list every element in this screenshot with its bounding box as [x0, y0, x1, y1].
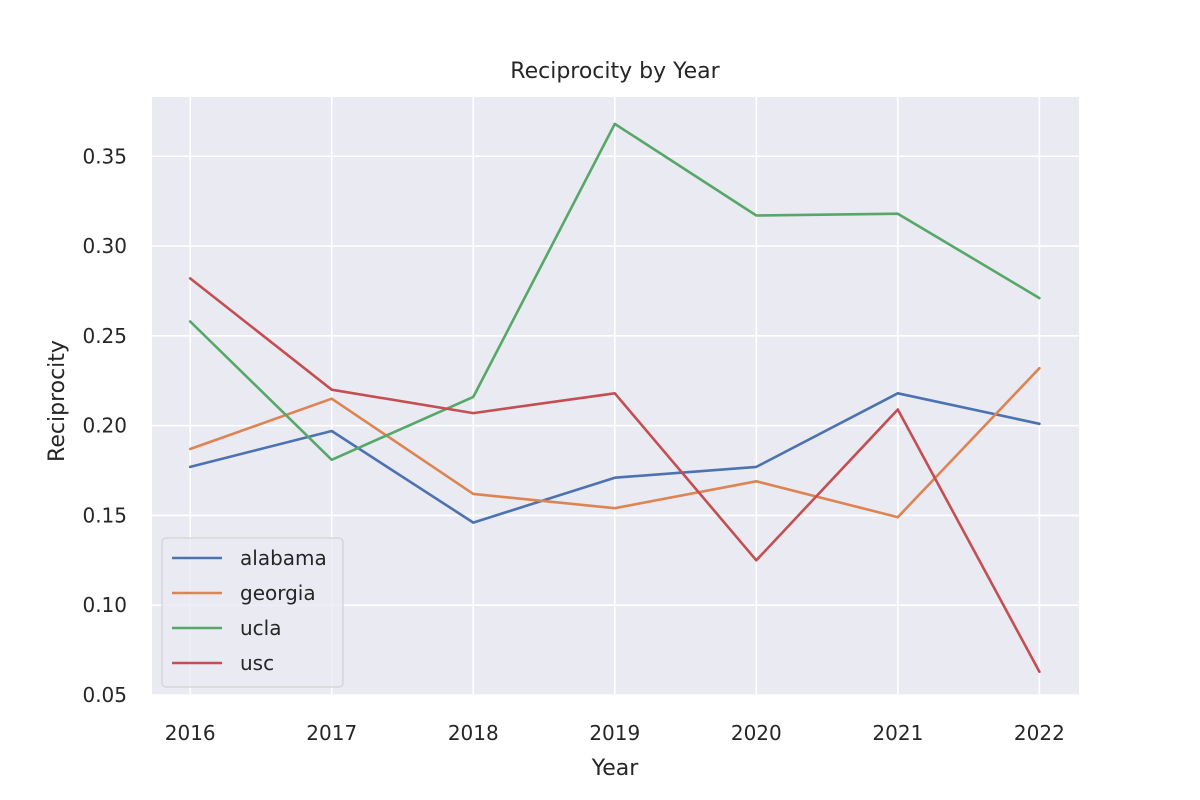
x-tick-label: 2020 — [731, 721, 782, 745]
legend: alabama georgia ucla usc — [161, 537, 344, 688]
y-tick-label: 0.15 — [82, 503, 127, 527]
x-tick-label: 2022 — [1014, 721, 1065, 745]
series-line-georgia — [188, 366, 1041, 519]
chart-title: Reciprocity by Year — [510, 59, 720, 84]
x-tick-labels: 2016 2017 2018 2019 2020 2021 2022 — [165, 721, 1065, 745]
x-tick-label: 2016 — [165, 721, 216, 745]
legend-box — [161, 537, 344, 688]
y-tick-label: 0.05 — [82, 683, 127, 707]
x-tick-label: 2021 — [872, 721, 923, 745]
y-tick-label: 0.10 — [82, 593, 127, 617]
series-lines — [188, 122, 1041, 674]
series-line-usc — [188, 277, 1041, 674]
legend-label-georgia: georgia — [240, 581, 316, 605]
legend-label-ucla: ucla — [240, 616, 281, 640]
y-tick-label: 0.25 — [82, 324, 127, 348]
y-tick-labels: 0.05 0.10 0.15 0.20 0.25 0.30 0.35 — [82, 144, 127, 707]
x-tick-label: 2017 — [306, 721, 357, 745]
y-tick-label: 0.20 — [82, 414, 127, 438]
x-axis-label: Year — [591, 756, 640, 781]
series-line-alabama — [188, 391, 1041, 524]
y-tick-label: 0.35 — [82, 144, 127, 168]
x-tick-label: 2019 — [589, 721, 640, 745]
y-tick-label: 0.30 — [82, 234, 127, 258]
x-tick-label: 2018 — [448, 721, 499, 745]
series-line-ucla — [188, 122, 1041, 462]
legend-label-alabama: alabama — [240, 546, 327, 570]
y-axis-label: Reciprocity — [45, 340, 70, 462]
legend-label-usc: usc — [240, 651, 274, 675]
